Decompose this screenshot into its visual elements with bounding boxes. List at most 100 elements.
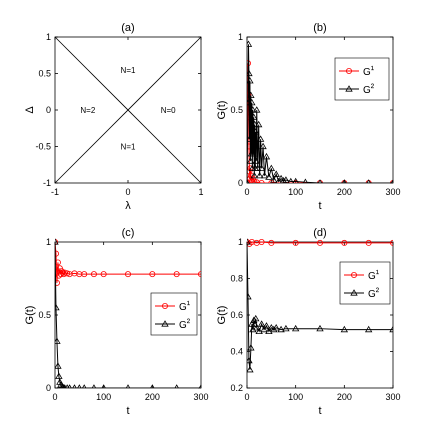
data-point-triangle — [259, 142, 267, 150]
data-point-circle — [341, 239, 348, 246]
legend-label: G¹ — [179, 300, 191, 313]
data-point-triangle — [257, 320, 266, 327]
data-point-triangle — [251, 120, 259, 128]
data-point-triangle — [262, 152, 271, 160]
data-point-triangle — [282, 324, 290, 332]
data-point-triangle — [82, 384, 87, 388]
data-point-triangle — [270, 325, 278, 333]
y-tick-label: 0.5 — [38, 310, 51, 320]
data-point-triangle — [247, 344, 255, 351]
data-point-triangle — [389, 325, 393, 333]
legend-box — [150, 292, 198, 336]
data-point-circle — [247, 168, 253, 175]
data-point-circle — [198, 271, 201, 278]
panel-a: (a) -1 0 1 -1 -0.5 0 0.5 1 λ Δ N=1 N=2 N=0 N=1 — [24, 22, 204, 212]
data-point-circle — [268, 180, 275, 183]
data-point-circle — [64, 270, 71, 277]
y-axis-label: Δ — [24, 106, 36, 114]
series-group — [55, 238, 201, 388]
data-point-triangle — [267, 164, 276, 171]
data-point-triangle — [250, 171, 258, 179]
y-tick-label: 0.8 — [230, 274, 243, 284]
data-point-triangle — [267, 323, 276, 331]
data-point-triangle — [64, 384, 70, 388]
panel-title: (a) — [121, 22, 134, 34]
data-point-circle — [251, 178, 258, 183]
data-point-triangle — [256, 135, 265, 142]
legend-box — [339, 261, 391, 305]
data-point-triangle — [77, 384, 82, 388]
region-label: N=1 — [121, 143, 136, 152]
y-tick-label: -1 — [43, 178, 51, 188]
data-point-triangle — [260, 171, 269, 179]
data-point-triangle — [366, 179, 371, 183]
data-point-triangle — [254, 164, 262, 171]
x-tick-label: 0 — [125, 187, 130, 197]
legend: G¹ G² — [334, 57, 390, 101]
x-tick-label: 300 — [385, 392, 400, 402]
y-axis-label: G(t) — [216, 101, 228, 120]
data-point-triangle — [249, 106, 257, 113]
data-point-triangle — [150, 384, 155, 388]
data-point-circle — [81, 271, 88, 278]
y-tick-label: 1 — [46, 237, 51, 247]
legend-marker-triangle — [345, 85, 353, 92]
data-point-triangle — [250, 113, 258, 120]
data-point-triangle — [277, 325, 285, 333]
y-tick-label: 0.5 — [230, 105, 243, 115]
legend-marker-triangle — [350, 289, 358, 296]
legend-label: G¹ — [363, 65, 375, 78]
data-point-triangle — [252, 128, 260, 135]
x-axis-label: t — [318, 200, 321, 212]
data-point-triangle — [340, 325, 349, 333]
panel-title: (d) — [313, 227, 326, 239]
panel-d: (d) 0 100 200 300 0.2 0.4 0.6 0.8 1 t G(t) G¹ G² — [216, 227, 401, 417]
data-point-triangle — [257, 164, 266, 171]
data-point-triangle — [316, 324, 324, 332]
data-point-circle — [59, 269, 66, 276]
data-point-triangle — [255, 327, 263, 335]
legend: G¹ G² — [150, 292, 198, 336]
data-point-circle — [258, 180, 265, 183]
data-point-triangle — [125, 384, 131, 388]
series-line-1 — [247, 241, 393, 370]
x-tick-label: 200 — [337, 392, 352, 402]
y-tick-label: 0.2 — [230, 383, 243, 393]
y-tick-label: 0.5 — [38, 69, 51, 79]
data-point-triangle — [247, 356, 253, 364]
panel-b: (b) 0 100 200 300 0 0.5 1 t G(t) G¹ G² — [216, 22, 401, 212]
data-point-circle — [268, 239, 275, 246]
series-line-1 — [247, 44, 393, 183]
x-axis-label: t — [126, 405, 129, 417]
data-point-triangle — [342, 179, 347, 183]
data-point-triangle — [287, 177, 294, 183]
y-tick-label: 0 — [46, 383, 51, 393]
data-point-circle — [292, 239, 299, 246]
y-tick-label: 1 — [238, 32, 243, 42]
y-tick-label: 0 — [46, 105, 51, 115]
data-point-triangle — [247, 157, 255, 164]
region-label: N=0 — [161, 106, 176, 115]
data-point-triangle — [262, 322, 271, 329]
x-tick-label: 0 — [244, 187, 249, 197]
data-point-triangle — [302, 178, 309, 183]
legend: G¹ G² — [339, 261, 391, 305]
data-point-circle — [100, 271, 107, 278]
data-point-triangle — [55, 362, 62, 369]
y-tick-label: 0.6 — [230, 310, 243, 320]
data-point-triangle — [252, 157, 260, 164]
x-tick-label: 1 — [198, 187, 203, 197]
data-point-triangle — [265, 173, 273, 180]
data-point-triangle — [252, 314, 260, 322]
legend-marker-circle — [345, 68, 352, 75]
panel-title: (c) — [122, 227, 135, 239]
data-point-triangle — [101, 384, 106, 388]
y-tick-label: 1 — [238, 237, 243, 247]
data-point-triangle — [55, 372, 63, 379]
data-point-triangle — [291, 324, 300, 332]
data-point-circle — [60, 271, 67, 278]
x-tick-label: 200 — [145, 392, 160, 402]
data-point-triangle — [364, 325, 373, 333]
data-point-triangle — [265, 327, 273, 335]
